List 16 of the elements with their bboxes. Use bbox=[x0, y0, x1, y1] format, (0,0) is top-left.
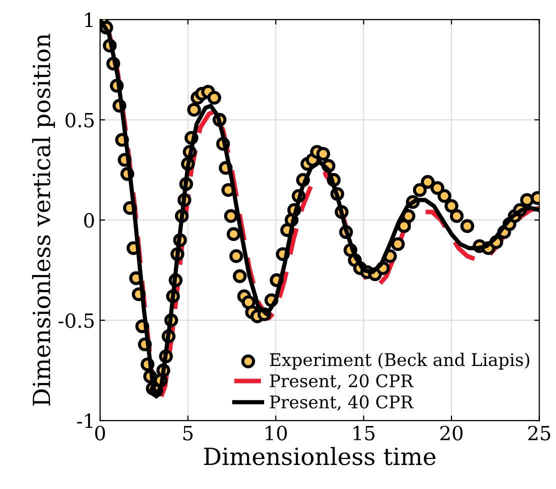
y-tick-label: 1 bbox=[85, 12, 92, 27]
x-tick-label: 25 bbox=[528, 426, 550, 440]
y-tick-label: 0 bbox=[84, 213, 94, 228]
y-tick-label: 0.5 bbox=[66, 112, 94, 128]
y-tick-label: -0.5 bbox=[58, 313, 94, 328]
x-tick-label: 5 bbox=[183, 426, 193, 440]
legend-label: Present, 40 CPR bbox=[270, 395, 414, 411]
x-tick-label: 10 bbox=[266, 426, 287, 440]
x-tick-label: 0 bbox=[95, 426, 105, 440]
x-tick-label: 15 bbox=[354, 426, 374, 440]
x-tick-label: 20 bbox=[440, 426, 463, 440]
y-axis-title: Dimensionless vertical position bbox=[32, 34, 55, 406]
x-axis-title: Dimensionless time bbox=[204, 446, 436, 466]
legend-label: Experiment (Beck and Liapis) bbox=[270, 352, 530, 370]
legend-label: Present, 20 CPR bbox=[270, 374, 414, 390]
y-tick-label: -1 bbox=[77, 413, 92, 428]
